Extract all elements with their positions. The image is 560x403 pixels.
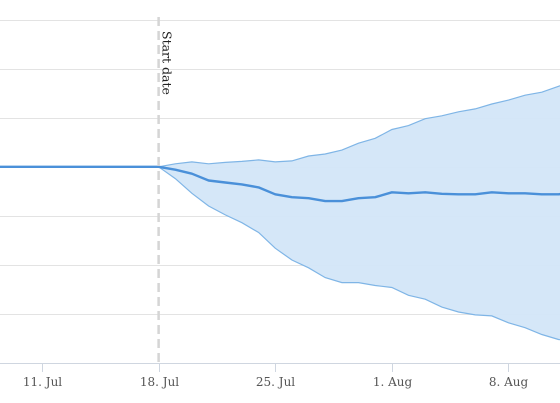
main-series-line [0,165,560,203]
start-date-label: Start date [160,31,175,95]
x-axis-ticks: 11. Jul 18. Jul 25. Jul 1. Aug 8. Aug [23,363,529,389]
x-tick-label: 1. Aug [373,375,413,389]
upper-bound-line [0,85,560,168]
x-tick-label: 11. Jul [23,375,62,389]
x-tick-label: 18. Jul [140,375,179,389]
lower-bound-line [0,166,560,341]
confidence-band [0,85,560,340]
x-tick-label: 25. Jul [256,375,295,389]
x-tick-label: 8. Aug [489,375,529,389]
